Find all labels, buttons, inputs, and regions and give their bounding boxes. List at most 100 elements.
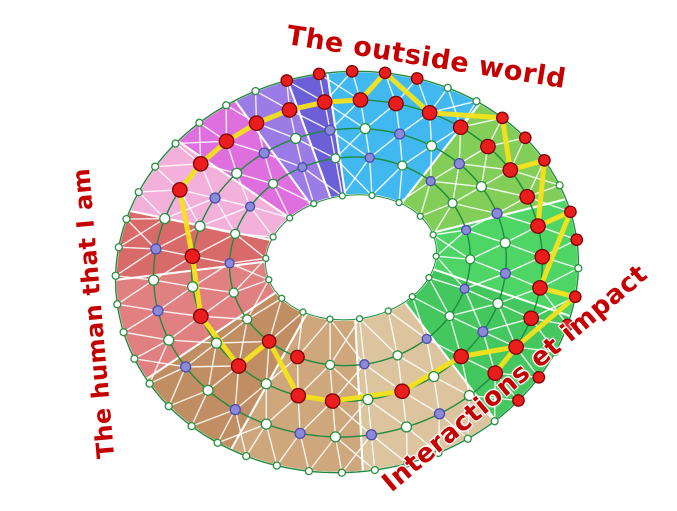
node-red[interactable] xyxy=(532,370,546,384)
node-white[interactable] xyxy=(416,212,424,220)
node-red[interactable] xyxy=(453,348,470,365)
node-white[interactable] xyxy=(122,214,131,224)
node-purple[interactable] xyxy=(477,326,489,338)
node-white[interactable] xyxy=(429,231,437,239)
node-white[interactable] xyxy=(434,448,443,458)
node-white[interactable] xyxy=(147,274,160,286)
node-white[interactable] xyxy=(330,153,341,164)
node-white[interactable] xyxy=(392,350,403,361)
node-purple[interactable] xyxy=(421,333,432,345)
node-red[interactable] xyxy=(192,155,209,172)
node-purple[interactable] xyxy=(258,147,270,159)
node-white[interactable] xyxy=(151,162,160,171)
node-purple[interactable] xyxy=(209,192,221,204)
node-red[interactable] xyxy=(530,218,546,234)
node-white[interactable] xyxy=(130,354,139,363)
node-purple[interactable] xyxy=(152,305,164,317)
node-white[interactable] xyxy=(574,264,583,273)
node-white[interactable] xyxy=(213,438,222,447)
node-white[interactable] xyxy=(187,421,196,431)
node-purple[interactable] xyxy=(364,152,375,163)
node-white[interactable] xyxy=(228,287,239,298)
node-red[interactable] xyxy=(192,308,209,325)
node-white[interactable] xyxy=(260,378,272,390)
node-purple[interactable] xyxy=(179,361,192,373)
node-red[interactable] xyxy=(230,358,247,374)
node-white[interactable] xyxy=(408,293,416,301)
node-white[interactable] xyxy=(242,451,251,461)
node-white[interactable] xyxy=(395,198,403,207)
node-red[interactable] xyxy=(570,233,584,247)
node-red[interactable] xyxy=(532,280,548,296)
node-white[interactable] xyxy=(463,434,472,443)
node-red[interactable] xyxy=(290,387,307,404)
node-white[interactable] xyxy=(337,468,347,477)
node-purple[interactable] xyxy=(453,158,465,170)
node-purple[interactable] xyxy=(459,283,470,294)
node-purple[interactable] xyxy=(394,128,406,140)
node-purple[interactable] xyxy=(294,427,306,440)
node-white[interactable] xyxy=(164,402,173,411)
node-white[interactable] xyxy=(210,337,223,349)
node-white[interactable] xyxy=(499,237,511,249)
node-purple[interactable] xyxy=(491,207,503,220)
node-white[interactable] xyxy=(194,220,206,232)
node-white[interactable] xyxy=(113,300,122,309)
node-white[interactable] xyxy=(119,328,128,337)
node-purple[interactable] xyxy=(365,429,378,441)
node-red[interactable] xyxy=(568,290,582,304)
node-white[interactable] xyxy=(278,294,286,302)
node-purple[interactable] xyxy=(324,124,336,136)
node-white[interactable] xyxy=(425,274,433,282)
node-white[interactable] xyxy=(355,315,364,323)
node-white[interactable] xyxy=(362,393,374,406)
node-white[interactable] xyxy=(269,233,277,241)
node-white[interactable] xyxy=(272,461,282,470)
node-white[interactable] xyxy=(490,417,499,426)
node-white[interactable] xyxy=(492,297,504,310)
node-white[interactable] xyxy=(304,466,314,476)
node-white[interactable] xyxy=(187,281,199,293)
node-white[interactable] xyxy=(472,97,481,106)
node-white[interactable] xyxy=(195,118,204,127)
node-purple[interactable] xyxy=(229,404,241,416)
node-red[interactable] xyxy=(487,365,504,382)
node-red[interactable] xyxy=(378,66,392,80)
node-red[interactable] xyxy=(218,133,235,150)
node-red[interactable] xyxy=(290,349,305,365)
node-white[interactable] xyxy=(171,139,180,148)
node-white[interactable] xyxy=(222,101,231,110)
node-red[interactable] xyxy=(184,248,201,265)
node-red[interactable] xyxy=(480,138,496,155)
node-white[interactable] xyxy=(326,315,334,323)
node-white[interactable] xyxy=(425,140,438,152)
node-red[interactable] xyxy=(316,94,333,110)
node-white[interactable] xyxy=(134,187,143,197)
node-red[interactable] xyxy=(410,72,424,85)
node-white[interactable] xyxy=(114,243,123,252)
node-white[interactable] xyxy=(145,379,154,388)
node-white[interactable] xyxy=(251,86,260,96)
node-white[interactable] xyxy=(428,370,440,383)
node-white[interactable] xyxy=(242,314,253,325)
node-red[interactable] xyxy=(519,188,536,205)
node-red[interactable] xyxy=(508,339,524,355)
node-red[interactable] xyxy=(452,119,469,136)
node-red[interactable] xyxy=(171,182,188,198)
node-red[interactable] xyxy=(518,131,532,145)
node-white[interactable] xyxy=(432,252,440,260)
node-white[interactable] xyxy=(338,192,347,200)
node-red[interactable] xyxy=(534,248,551,265)
node-white[interactable] xyxy=(447,198,458,209)
node-white[interactable] xyxy=(267,178,279,189)
node-white[interactable] xyxy=(230,228,241,239)
node-purple[interactable] xyxy=(425,176,436,187)
node-white[interactable] xyxy=(329,431,342,443)
node-red[interactable] xyxy=(345,64,359,78)
node-red[interactable] xyxy=(281,102,298,118)
node-red[interactable] xyxy=(388,95,404,112)
node-white[interactable] xyxy=(265,276,273,284)
node-red[interactable] xyxy=(312,67,326,81)
node-red[interactable] xyxy=(261,334,277,349)
node-purple[interactable] xyxy=(297,162,308,173)
